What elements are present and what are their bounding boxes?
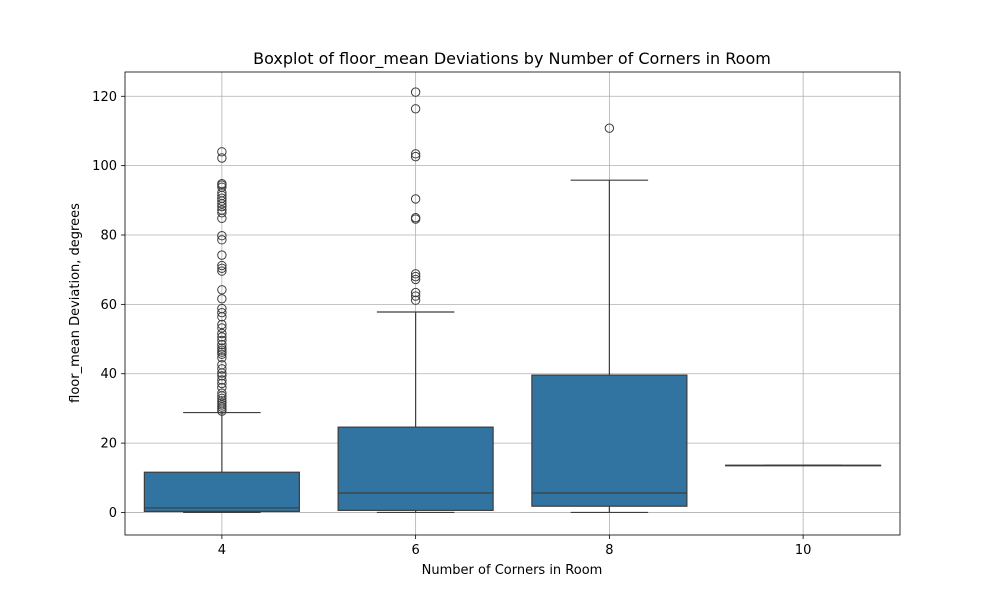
outlier-point bbox=[217, 187, 227, 198]
outlier-point bbox=[217, 378, 227, 389]
outlier-point bbox=[410, 194, 421, 204]
x-tick-label: 10 bbox=[795, 543, 812, 558]
iqr-box bbox=[143, 471, 300, 513]
outlier-point bbox=[410, 151, 421, 162]
iqr-box bbox=[531, 374, 688, 507]
outlier-point bbox=[217, 266, 227, 276]
outlier-point bbox=[410, 287, 421, 298]
outlier-point bbox=[217, 178, 227, 189]
x-tick-label: 6 bbox=[411, 543, 419, 558]
outlier-point bbox=[217, 328, 227, 339]
y-tick-label: 60 bbox=[100, 298, 117, 313]
outlier-point bbox=[217, 382, 227, 393]
x-tick-label: 4 bbox=[218, 543, 226, 558]
outlier-point bbox=[217, 332, 227, 342]
outlier-point bbox=[604, 123, 615, 133]
y-tick-label: 20 bbox=[100, 437, 117, 452]
outlier-point bbox=[217, 335, 227, 346]
y-tick-label: 80 bbox=[100, 229, 117, 244]
outlier-point bbox=[217, 396, 227, 406]
outlier-point bbox=[217, 153, 227, 163]
outlier-point bbox=[217, 285, 227, 295]
outlier-point bbox=[410, 87, 421, 97]
outlier-point bbox=[410, 269, 421, 279]
outlier-point bbox=[410, 149, 421, 159]
outlier-point bbox=[217, 230, 227, 241]
x-axis-label: Number of Corners in Room bbox=[422, 563, 603, 578]
outlier-point bbox=[410, 271, 421, 282]
axes-frame bbox=[124, 71, 901, 536]
box-group-10 bbox=[725, 464, 882, 467]
ticks-layer: 0 20 40 60 80 100 120 4 6 8 10 bbox=[92, 90, 811, 558]
outlier-point bbox=[410, 212, 421, 223]
y-tick-label: 100 bbox=[92, 159, 117, 174]
outlier-point bbox=[217, 375, 227, 385]
outlier-point bbox=[410, 104, 421, 114]
outlier-point bbox=[217, 193, 227, 203]
outlier-point bbox=[217, 371, 227, 381]
outlier-point bbox=[217, 360, 227, 370]
y-axis-label: floor_mean Deviation, degrees bbox=[68, 203, 83, 403]
outlier-point bbox=[217, 235, 227, 245]
y-tick-label: 0 bbox=[109, 506, 117, 521]
x-tick-label: 8 bbox=[605, 543, 613, 558]
outlier-point bbox=[217, 263, 227, 273]
outlier-point bbox=[217, 353, 227, 363]
box-group-4 bbox=[143, 147, 300, 514]
outlier-point bbox=[217, 393, 227, 404]
outlier-point bbox=[217, 323, 227, 333]
iqr-box bbox=[337, 426, 494, 511]
outlier-point bbox=[410, 291, 421, 301]
outlier-point bbox=[217, 208, 227, 218]
outlier-point bbox=[217, 319, 227, 330]
outlier-point bbox=[217, 364, 227, 374]
chart-title: Boxplot of floor_mean Deviations by Numb… bbox=[253, 49, 771, 69]
outlier-point bbox=[410, 274, 421, 285]
outlier-point bbox=[217, 147, 227, 157]
box-group-8 bbox=[531, 123, 688, 514]
outlier-point bbox=[217, 343, 227, 353]
box-group-6 bbox=[337, 87, 494, 514]
y-tick-label: 40 bbox=[100, 367, 117, 382]
outlier-point bbox=[217, 303, 227, 314]
outlier-point bbox=[217, 205, 227, 215]
outlier-point bbox=[217, 307, 227, 318]
outlier-point bbox=[217, 260, 227, 271]
outlier-point bbox=[217, 250, 227, 260]
outlier-point bbox=[217, 339, 227, 350]
outlier-point bbox=[217, 294, 227, 304]
y-tick-label: 120 bbox=[92, 90, 117, 105]
outlier-point bbox=[410, 295, 421, 305]
boxes-layer bbox=[143, 87, 882, 514]
outlier-point bbox=[217, 388, 227, 398]
